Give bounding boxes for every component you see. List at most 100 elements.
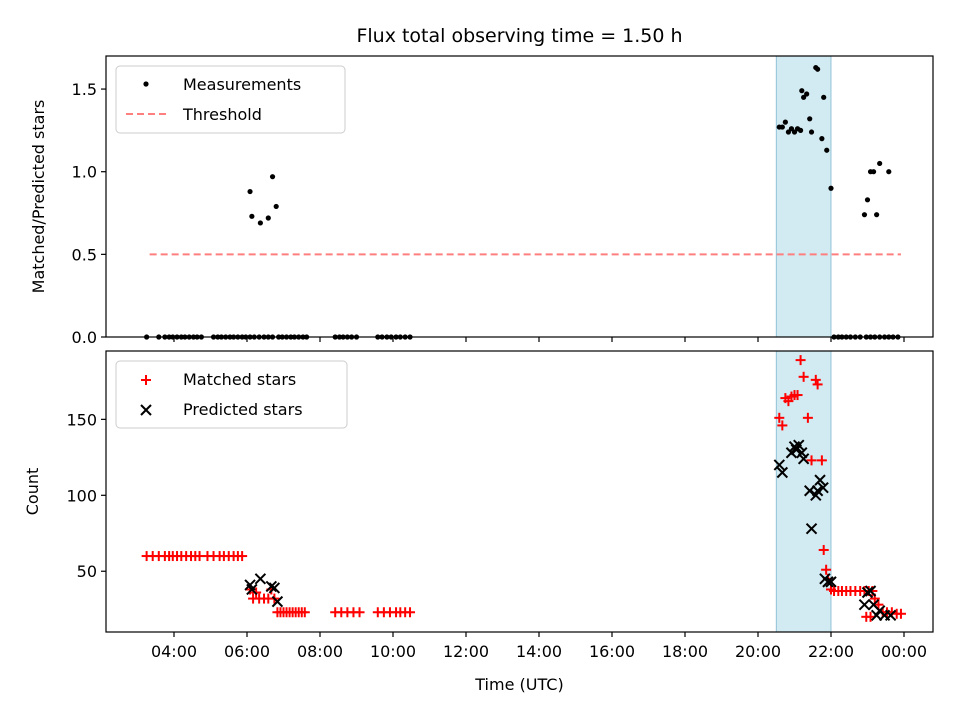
predicted-star-marker (861, 586, 874, 599)
matched-star-marker (792, 390, 803, 401)
legend-label-matched: Matched stars (183, 370, 296, 389)
matched-star-marker (818, 544, 829, 555)
matched-star-marker (299, 607, 310, 618)
measurement-point (877, 160, 883, 167)
legend-marker-predicted (140, 404, 152, 416)
measurement-point (804, 91, 810, 97)
top-legend-box (115, 65, 346, 134)
matched-star-marker (816, 455, 827, 466)
y-tick-label: 100 (66, 486, 97, 505)
x-tick-label: 18:00 (662, 642, 708, 661)
measurement-point (265, 215, 271, 221)
legend-cross-symbol (140, 404, 152, 416)
measurement-point (269, 174, 276, 180)
measurement-point (247, 188, 253, 195)
x-tick-label: 06:00 (224, 642, 270, 661)
y-tick-label: 0.5 (72, 245, 97, 264)
x-tick-label: 00:00 (881, 642, 927, 661)
measurement-point (815, 66, 821, 72)
matched-star-marker (821, 564, 832, 575)
matched-star-marker (795, 355, 806, 366)
legend-label-predicted: Predicted stars (183, 400, 303, 419)
measurement-point (824, 147, 830, 153)
matched-star-marker (873, 599, 884, 610)
matched-star-markers (141, 355, 906, 622)
measurement-point (788, 126, 795, 132)
predicted-star-markers (244, 439, 897, 621)
measurement-point (808, 129, 815, 135)
predicted-star-marker (254, 573, 267, 585)
measurement-point (864, 197, 871, 203)
x-tick-label: 14:00 (516, 642, 562, 661)
matched-star-marker (802, 412, 813, 423)
legend-label-threshold: Threshold (182, 105, 262, 124)
matched-star-marker (774, 412, 785, 423)
bottom-legend: Matched stars Predicted stars (115, 360, 348, 429)
measurement-point (821, 94, 827, 100)
predicted-star-marker (268, 582, 281, 594)
predicted-star-marker (822, 576, 834, 588)
measurement-point (779, 124, 785, 130)
measurement-point (797, 127, 804, 133)
predicted-star-marker (776, 466, 789, 479)
bottom-axis-ticks: 50 100 150 04:00 06:00 08:00 10:00 12:00 14:00 16… (66, 410, 927, 661)
matched-star-marker (798, 371, 809, 382)
legend-marker-measurements (143, 81, 149, 87)
measurement-point (874, 212, 880, 218)
y-tick-label: 0.0 (72, 328, 97, 347)
predicted-star-marker (265, 580, 278, 593)
predicted-star-marker (864, 585, 877, 597)
x-tick-label: 22:00 (808, 642, 854, 661)
predicted-star-marker (793, 439, 805, 451)
bottom-legend-box (115, 360, 348, 429)
x-tick-label: 16:00 (589, 642, 635, 661)
measurement-point (782, 119, 788, 125)
top-plot-frame (105, 55, 934, 338)
predicted-star-marker (858, 598, 871, 611)
top-axis-ticks: 0.0 0.5 1.0 1.5 (72, 80, 905, 347)
matched-star-marker (405, 607, 416, 618)
matched-star-marker (354, 607, 365, 618)
bottom-y-axis-label: Count (23, 468, 42, 516)
legend-label-measurements: Measurements (183, 75, 301, 94)
predicted-star-marker (773, 459, 785, 471)
predicted-star-marker (246, 583, 258, 596)
x-tick-label: 04:00 (151, 642, 197, 661)
y-tick-label: 1.0 (72, 163, 97, 182)
predicted-star-marker (271, 595, 284, 608)
top-legend: Measurements Threshold (115, 65, 346, 134)
x-tick-label: 20:00 (735, 642, 781, 661)
x-tick-label: 10:00 (370, 642, 416, 661)
measurement-point (828, 185, 834, 191)
matched-star-marker (812, 379, 823, 390)
matched-star-marker (895, 608, 906, 619)
measurement-point (785, 129, 792, 135)
measurement-point (799, 88, 805, 94)
predicted-star-marker (817, 481, 829, 494)
highlight-span-top (775, 55, 832, 338)
measurement-point (807, 116, 813, 122)
panel-ratio: 0.0 0.5 1.0 1.5 Matched/Predicted stars Mea… (29, 55, 934, 347)
predicted-star-marker (884, 609, 897, 621)
predicted-star-marker (825, 576, 837, 588)
predicted-star-marker (811, 485, 824, 497)
x-tick-label: 08:00 (297, 642, 343, 661)
predicted-star-marker (805, 523, 818, 535)
bottom-plot-frame (105, 350, 934, 633)
y-tick-label: 1.5 (72, 80, 97, 99)
measurement-point (249, 213, 255, 219)
y-tick-label: 150 (66, 410, 97, 429)
chart-title: Flux total observing time = 1.50 h (356, 25, 682, 47)
matched-star-marker (806, 455, 817, 466)
measurement-point (870, 169, 877, 175)
top-y-axis-label: Matched/Predicted stars (29, 100, 48, 294)
panel-counts: 50 100 150 04:00 06:00 08:00 10:00 12:00 14:00 16… (23, 350, 934, 694)
x-tick-label: 12:00 (443, 642, 489, 661)
measurement-point (886, 169, 892, 175)
legend-plus-symbol (141, 375, 151, 385)
predicted-star-marker (814, 474, 826, 486)
measurement-point (861, 212, 868, 218)
measurement-point (819, 136, 825, 142)
matched-star-marker (777, 420, 788, 431)
y-tick-label: 50 (77, 562, 97, 581)
